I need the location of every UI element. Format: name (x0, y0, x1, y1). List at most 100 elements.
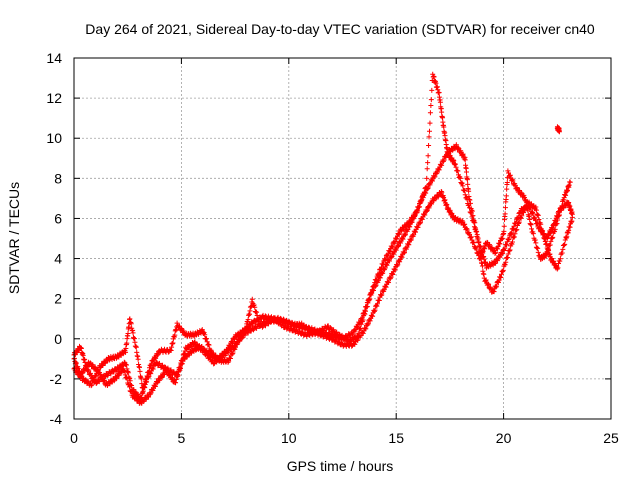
data-point (425, 153, 431, 159)
data-point (528, 205, 534, 211)
data-point (226, 358, 232, 364)
data-point (503, 193, 509, 199)
data-point (507, 173, 513, 179)
data-point (549, 235, 555, 241)
data-point (144, 373, 150, 379)
data-point (152, 383, 158, 389)
data-point (145, 369, 151, 375)
data-point (556, 129, 562, 135)
data-point (355, 333, 361, 339)
data-point (174, 373, 180, 379)
data-point (555, 265, 561, 271)
data-point (547, 242, 553, 248)
data-point (428, 102, 434, 108)
data-point (346, 339, 352, 345)
data-point (204, 339, 210, 345)
data-point (181, 328, 187, 334)
data-point (99, 373, 105, 379)
data-point (125, 370, 131, 376)
data-point (475, 235, 481, 241)
y-tick-label: 14 (46, 50, 62, 66)
data-point (365, 300, 371, 306)
data-point (360, 317, 366, 323)
data-point (358, 325, 364, 331)
data-point (473, 246, 479, 252)
data-point (291, 326, 297, 332)
data-point (174, 320, 180, 326)
data-point (318, 329, 324, 335)
data-point (399, 254, 405, 260)
data-point (208, 351, 214, 357)
data-point (378, 292, 384, 298)
y-tick-label: 10 (46, 130, 62, 146)
data-point (428, 97, 434, 103)
data-point (143, 396, 149, 402)
data-point (455, 168, 461, 174)
data-point (567, 179, 573, 185)
data-point (457, 175, 463, 181)
data-point (501, 247, 507, 253)
data-point (441, 124, 447, 130)
data-point (400, 236, 406, 242)
data-point (104, 358, 110, 364)
data-point (467, 205, 473, 211)
data-point (504, 186, 510, 192)
data-point (227, 356, 233, 362)
x-tick-label: 10 (281, 430, 297, 446)
data-point (130, 330, 136, 336)
data-point (485, 264, 491, 270)
data-point (382, 265, 388, 271)
data-point (417, 200, 423, 206)
data-point (365, 321, 371, 327)
data-point (374, 301, 380, 307)
axis-ticks: 0 5 10 15 20 25 -4 -2 0 2 4 6 8 10 12 14 (46, 50, 619, 446)
data-point (311, 329, 317, 335)
data-point (532, 215, 538, 221)
y-tick-label: 12 (46, 90, 62, 106)
data-point (554, 266, 560, 272)
data-point (486, 281, 492, 287)
data-point (122, 368, 128, 374)
data-point (518, 190, 524, 196)
data-point (533, 204, 539, 210)
data-point (411, 232, 417, 238)
data-point (550, 234, 556, 240)
data-point (415, 208, 421, 214)
data-point (421, 192, 427, 198)
data-point (128, 321, 134, 327)
data-point (393, 247, 399, 253)
data-point (352, 341, 358, 347)
data-point (460, 183, 466, 189)
data-point (535, 245, 541, 251)
data-point (350, 331, 356, 337)
data-point (230, 339, 236, 345)
data-point (513, 227, 519, 233)
data-point (499, 235, 505, 241)
data-point (86, 368, 92, 374)
data-point (362, 311, 368, 317)
data-point (453, 142, 459, 148)
data-point (506, 248, 512, 254)
data-point (405, 222, 411, 228)
data-point (95, 367, 101, 373)
data-point (468, 210, 474, 216)
data-point (545, 247, 551, 253)
data-point (410, 216, 416, 222)
data-point (557, 258, 563, 264)
data-point (245, 317, 251, 323)
data-point (506, 236, 512, 242)
data-point (389, 244, 395, 250)
data-point (284, 318, 290, 324)
data-point (124, 376, 130, 382)
data-point (369, 288, 375, 294)
data-point (94, 380, 100, 386)
data-point (502, 211, 508, 217)
data-point (491, 289, 497, 295)
data-point (444, 146, 450, 152)
data-point (193, 332, 199, 338)
data-point (249, 296, 255, 302)
data-point (391, 251, 397, 257)
data-point (418, 198, 424, 204)
data-point (259, 324, 265, 330)
data-point (426, 134, 432, 140)
